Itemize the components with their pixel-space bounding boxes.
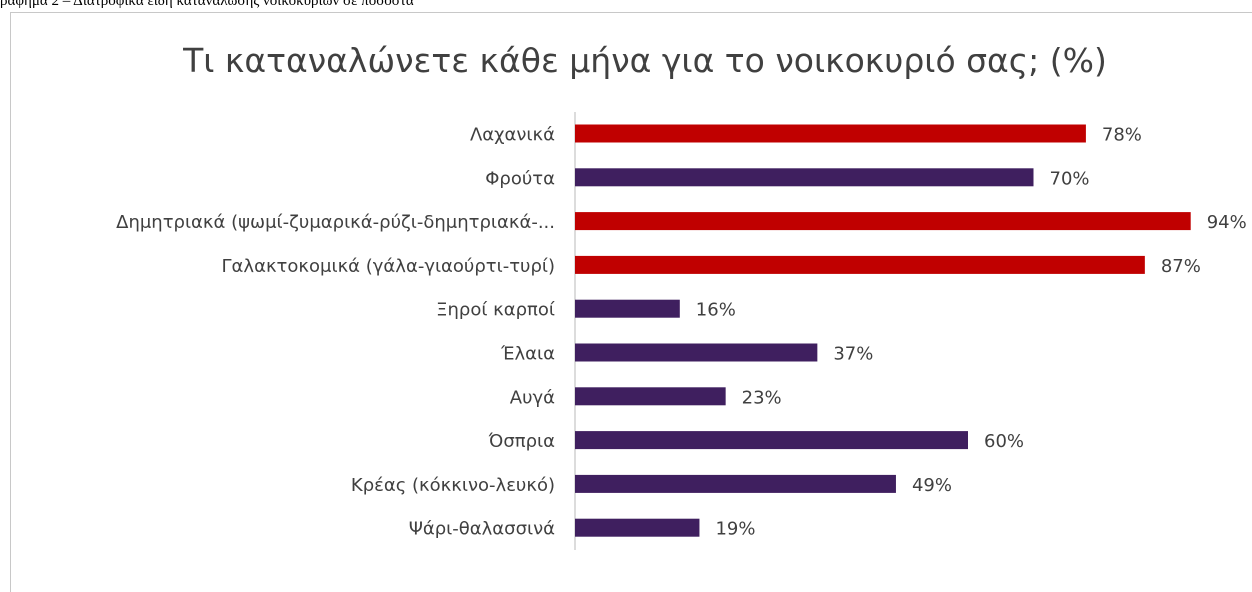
bar (575, 168, 1034, 187)
data-label: 49% (912, 475, 952, 496)
category-label: Όσπρια (488, 431, 555, 452)
category-label: Φρούτα (485, 168, 555, 189)
bar (575, 124, 1086, 143)
data-label: 23% (742, 387, 782, 408)
document-caption: ραφημα 2 – Διατροφικά είδη κατανάλωσης ν… (0, 0, 414, 9)
chart-frame (10, 12, 1252, 592)
category-label: Ψάρι-θαλασσινά (409, 519, 555, 540)
bar (575, 343, 818, 362)
bar-chart: Τι καταναλώνετε κάθε μήνα για το νοικοκυ… (116, 41, 1247, 550)
category-label: Δημητριακά (ψωμί-ζυμαρικά-ρύζι-δημητριακ… (116, 212, 555, 233)
category-label: Αυγά (510, 387, 555, 408)
data-label: 87% (1161, 256, 1201, 277)
bar (575, 431, 968, 450)
category-label: Έλαια (500, 344, 555, 365)
data-label: 94% (1207, 212, 1247, 233)
category-label: Λαχανικά (470, 125, 555, 146)
bar (575, 518, 700, 537)
data-label: 16% (696, 300, 736, 321)
bar (575, 474, 896, 493)
data-label: 60% (984, 431, 1024, 452)
bar (575, 299, 680, 318)
data-label: 37% (833, 344, 873, 365)
data-label: 19% (715, 519, 755, 540)
bar (575, 255, 1145, 274)
data-label: 70% (1050, 168, 1090, 189)
category-label: Κρέας (κόκκινο-λευκό) (351, 475, 555, 496)
bar (575, 387, 726, 406)
bar (575, 212, 1191, 231)
category-label: Γαλακτοκομικά (γάλα-γιαούρτι-τυρί) (222, 256, 555, 277)
data-label: 78% (1102, 125, 1142, 146)
chart-title: Τι καταναλώνετε κάθε μήνα για το νοικοκυ… (182, 41, 1107, 80)
category-label: Ξηροί καρποί (436, 300, 555, 321)
